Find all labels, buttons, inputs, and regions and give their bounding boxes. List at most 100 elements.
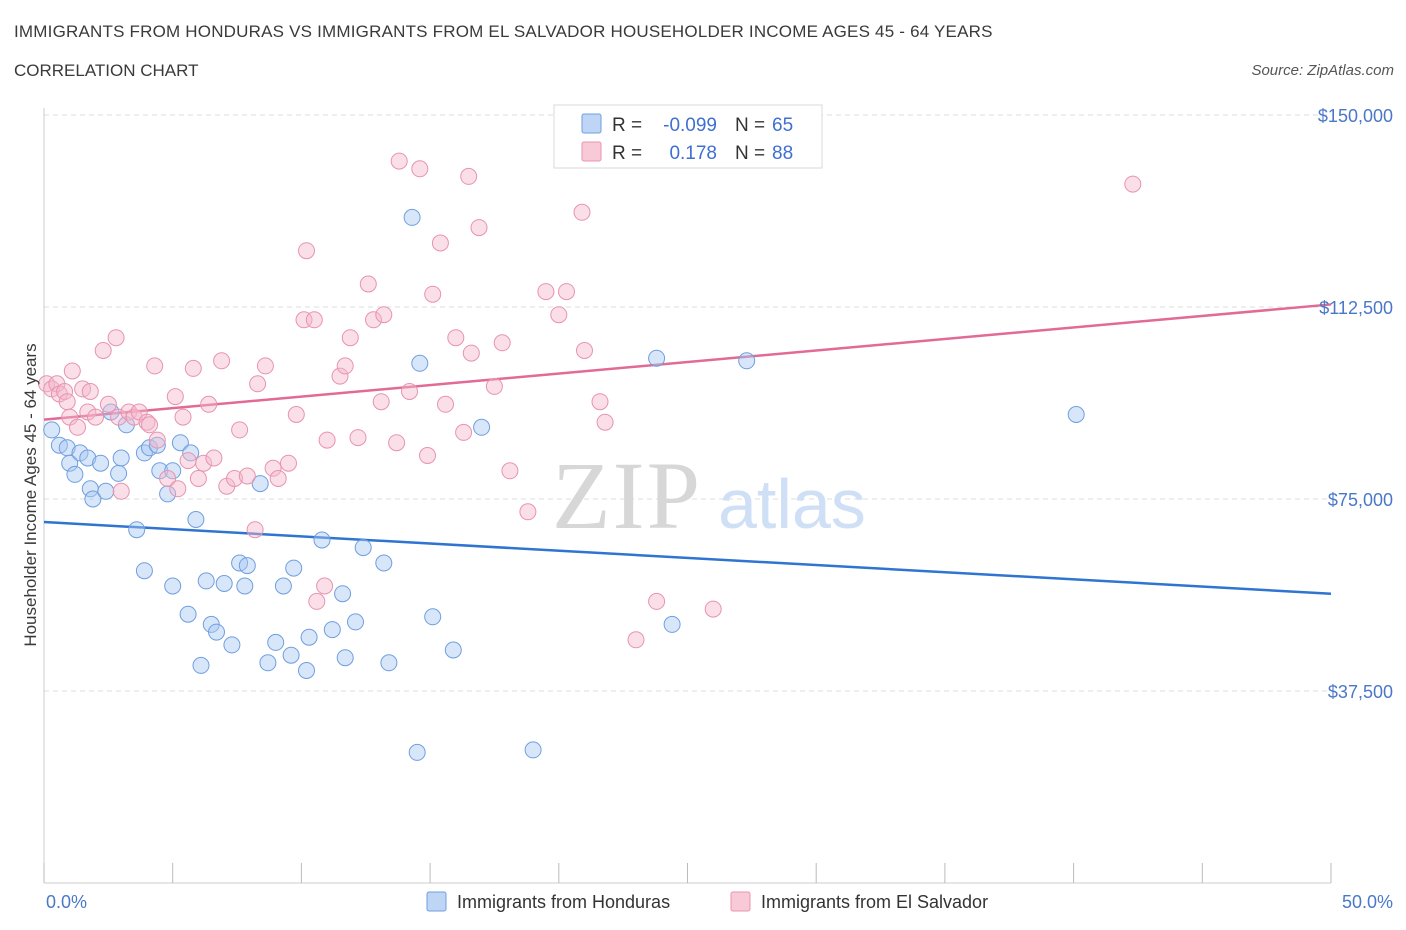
point-honduras-54 xyxy=(408,743,426,761)
point-el-salvador-76 xyxy=(501,462,519,480)
point-el-salvador-39 xyxy=(238,467,256,485)
point-el-salvador-86 xyxy=(648,592,666,610)
point-honduras-32 xyxy=(215,575,233,592)
point-el-salvador-58 xyxy=(365,311,382,329)
point-honduras-50 xyxy=(354,539,372,557)
chart-title: IMMIGRANTS FROM HONDURAS VS IMMIGRANTS F… xyxy=(14,22,993,41)
stats-r-label-honduras: R = xyxy=(612,115,642,136)
point-honduras-48 xyxy=(336,649,354,667)
point-el-salvador-80 xyxy=(558,283,575,301)
point-el-salvador-60 xyxy=(375,306,393,324)
point-honduras-62 xyxy=(738,352,756,370)
point-el-salvador-84 xyxy=(596,413,614,431)
point-el-salvador-54 xyxy=(336,357,354,375)
point-el-salvador-29 xyxy=(179,452,197,470)
stats-r-label-el-salvador: R = xyxy=(612,143,642,164)
point-honduras-21 xyxy=(159,485,177,503)
legend-swatch-honduras xyxy=(426,891,447,912)
stats-swatch-el-salvador xyxy=(581,141,602,162)
point-el-salvador-15 xyxy=(107,329,125,347)
point-el-salvador-33 xyxy=(200,395,218,413)
point-honduras-45 xyxy=(313,531,331,549)
point-el-salvador-34 xyxy=(205,449,223,467)
point-el-salvador-17 xyxy=(112,482,130,500)
point-el-salvador-47 xyxy=(295,311,313,329)
stats-r-value-el-salvador: 0.178 xyxy=(669,143,717,164)
point-el-salvador-8 xyxy=(69,418,86,436)
x-tick-label-min: 0.0% xyxy=(46,892,87,912)
point-honduras-43 xyxy=(298,662,315,679)
point-el-salvador-83 xyxy=(591,393,609,411)
y-tick-label-2: $75,000 xyxy=(1328,490,1393,510)
point-el-salvador-37 xyxy=(226,470,243,487)
point-el-salvador-78 xyxy=(537,283,555,301)
point-el-salvador-77 xyxy=(519,503,537,521)
point-honduras-27 xyxy=(187,511,205,528)
point-el-salvador-71 xyxy=(460,167,478,185)
point-honduras-29 xyxy=(197,572,215,590)
point-honduras-38 xyxy=(259,654,277,672)
point-el-salvador-25 xyxy=(159,470,177,487)
stats-swatch-honduras xyxy=(581,113,602,134)
point-honduras-39 xyxy=(267,633,285,651)
point-honduras-36 xyxy=(238,557,256,575)
point-el-salvador-18 xyxy=(120,403,138,421)
point-el-salvador-57 xyxy=(359,275,377,293)
point-el-salvador-31 xyxy=(189,470,207,487)
watermark-atlas: atlas xyxy=(718,465,866,543)
stats-n-value-el-salvador: 88 xyxy=(772,143,793,164)
point-el-salvador-4 xyxy=(56,383,74,400)
y-tick-label-0: $150,000 xyxy=(1318,106,1393,126)
point-el-salvador-61 xyxy=(388,434,406,452)
point-el-salvador-19 xyxy=(125,408,143,426)
point-honduras-25 xyxy=(179,605,197,623)
point-el-salvador-55 xyxy=(341,329,359,347)
point-el-salvador-22 xyxy=(141,416,158,434)
point-el-salvador-5 xyxy=(58,393,76,411)
point-honduras-47 xyxy=(334,585,352,603)
point-el-salvador-26 xyxy=(166,388,184,406)
trend-lines xyxy=(43,303,1332,595)
point-honduras-8 xyxy=(84,490,102,508)
trend-line-el-salvador xyxy=(43,303,1332,421)
stats-n-label-honduras: N = xyxy=(735,115,765,136)
point-el-salvador-74 xyxy=(485,377,503,395)
point-honduras-58 xyxy=(473,418,491,436)
point-el-salvador-32 xyxy=(195,454,213,472)
point-el-salvador-0 xyxy=(38,375,56,393)
stats-n-value-honduras: 65 xyxy=(772,115,793,136)
point-el-salvador-64 xyxy=(411,160,429,178)
point-el-salvador-7 xyxy=(63,362,81,380)
point-el-salvador-81 xyxy=(573,203,591,221)
watermark-zip: ZIP xyxy=(552,442,702,549)
point-el-salvador-79 xyxy=(550,306,568,324)
point-el-salvador-73 xyxy=(470,219,488,237)
point-honduras-35 xyxy=(236,577,254,595)
point-el-salvador-21 xyxy=(138,413,156,431)
series-legend: Immigrants from Honduras Immigrants from… xyxy=(426,891,988,912)
point-el-salvador-82 xyxy=(576,342,593,359)
x-tick-label-max: 50.0% xyxy=(1342,892,1393,912)
point-el-salvador-63 xyxy=(401,383,418,400)
point-el-salvador-14 xyxy=(99,395,117,413)
point-el-salvador-59 xyxy=(372,393,390,411)
point-honduras-51 xyxy=(375,554,393,572)
point-honduras-13 xyxy=(112,449,130,467)
point-el-salvador-65 xyxy=(419,447,436,464)
point-honduras-56 xyxy=(424,608,442,626)
point-el-salvador-67 xyxy=(431,234,449,252)
point-honduras-37 xyxy=(251,475,269,493)
point-el-salvador-66 xyxy=(424,285,442,303)
point-honduras-0 xyxy=(43,421,61,439)
point-honduras-59 xyxy=(524,741,542,759)
point-el-salvador-35 xyxy=(213,352,231,370)
point-el-salvador-43 xyxy=(264,459,282,477)
y-axis-label: Householder Income Ages 45 - 64 years xyxy=(21,343,40,646)
point-el-salvador-87 xyxy=(704,600,722,618)
watermark: ZIP atlas xyxy=(552,442,866,549)
point-honduras-28 xyxy=(192,656,210,674)
point-honduras-60 xyxy=(648,349,666,367)
stats-legend: R = -0.099 N = 65 R = 0.178 N = 88 xyxy=(553,104,823,169)
point-el-salvador-45 xyxy=(280,454,297,472)
